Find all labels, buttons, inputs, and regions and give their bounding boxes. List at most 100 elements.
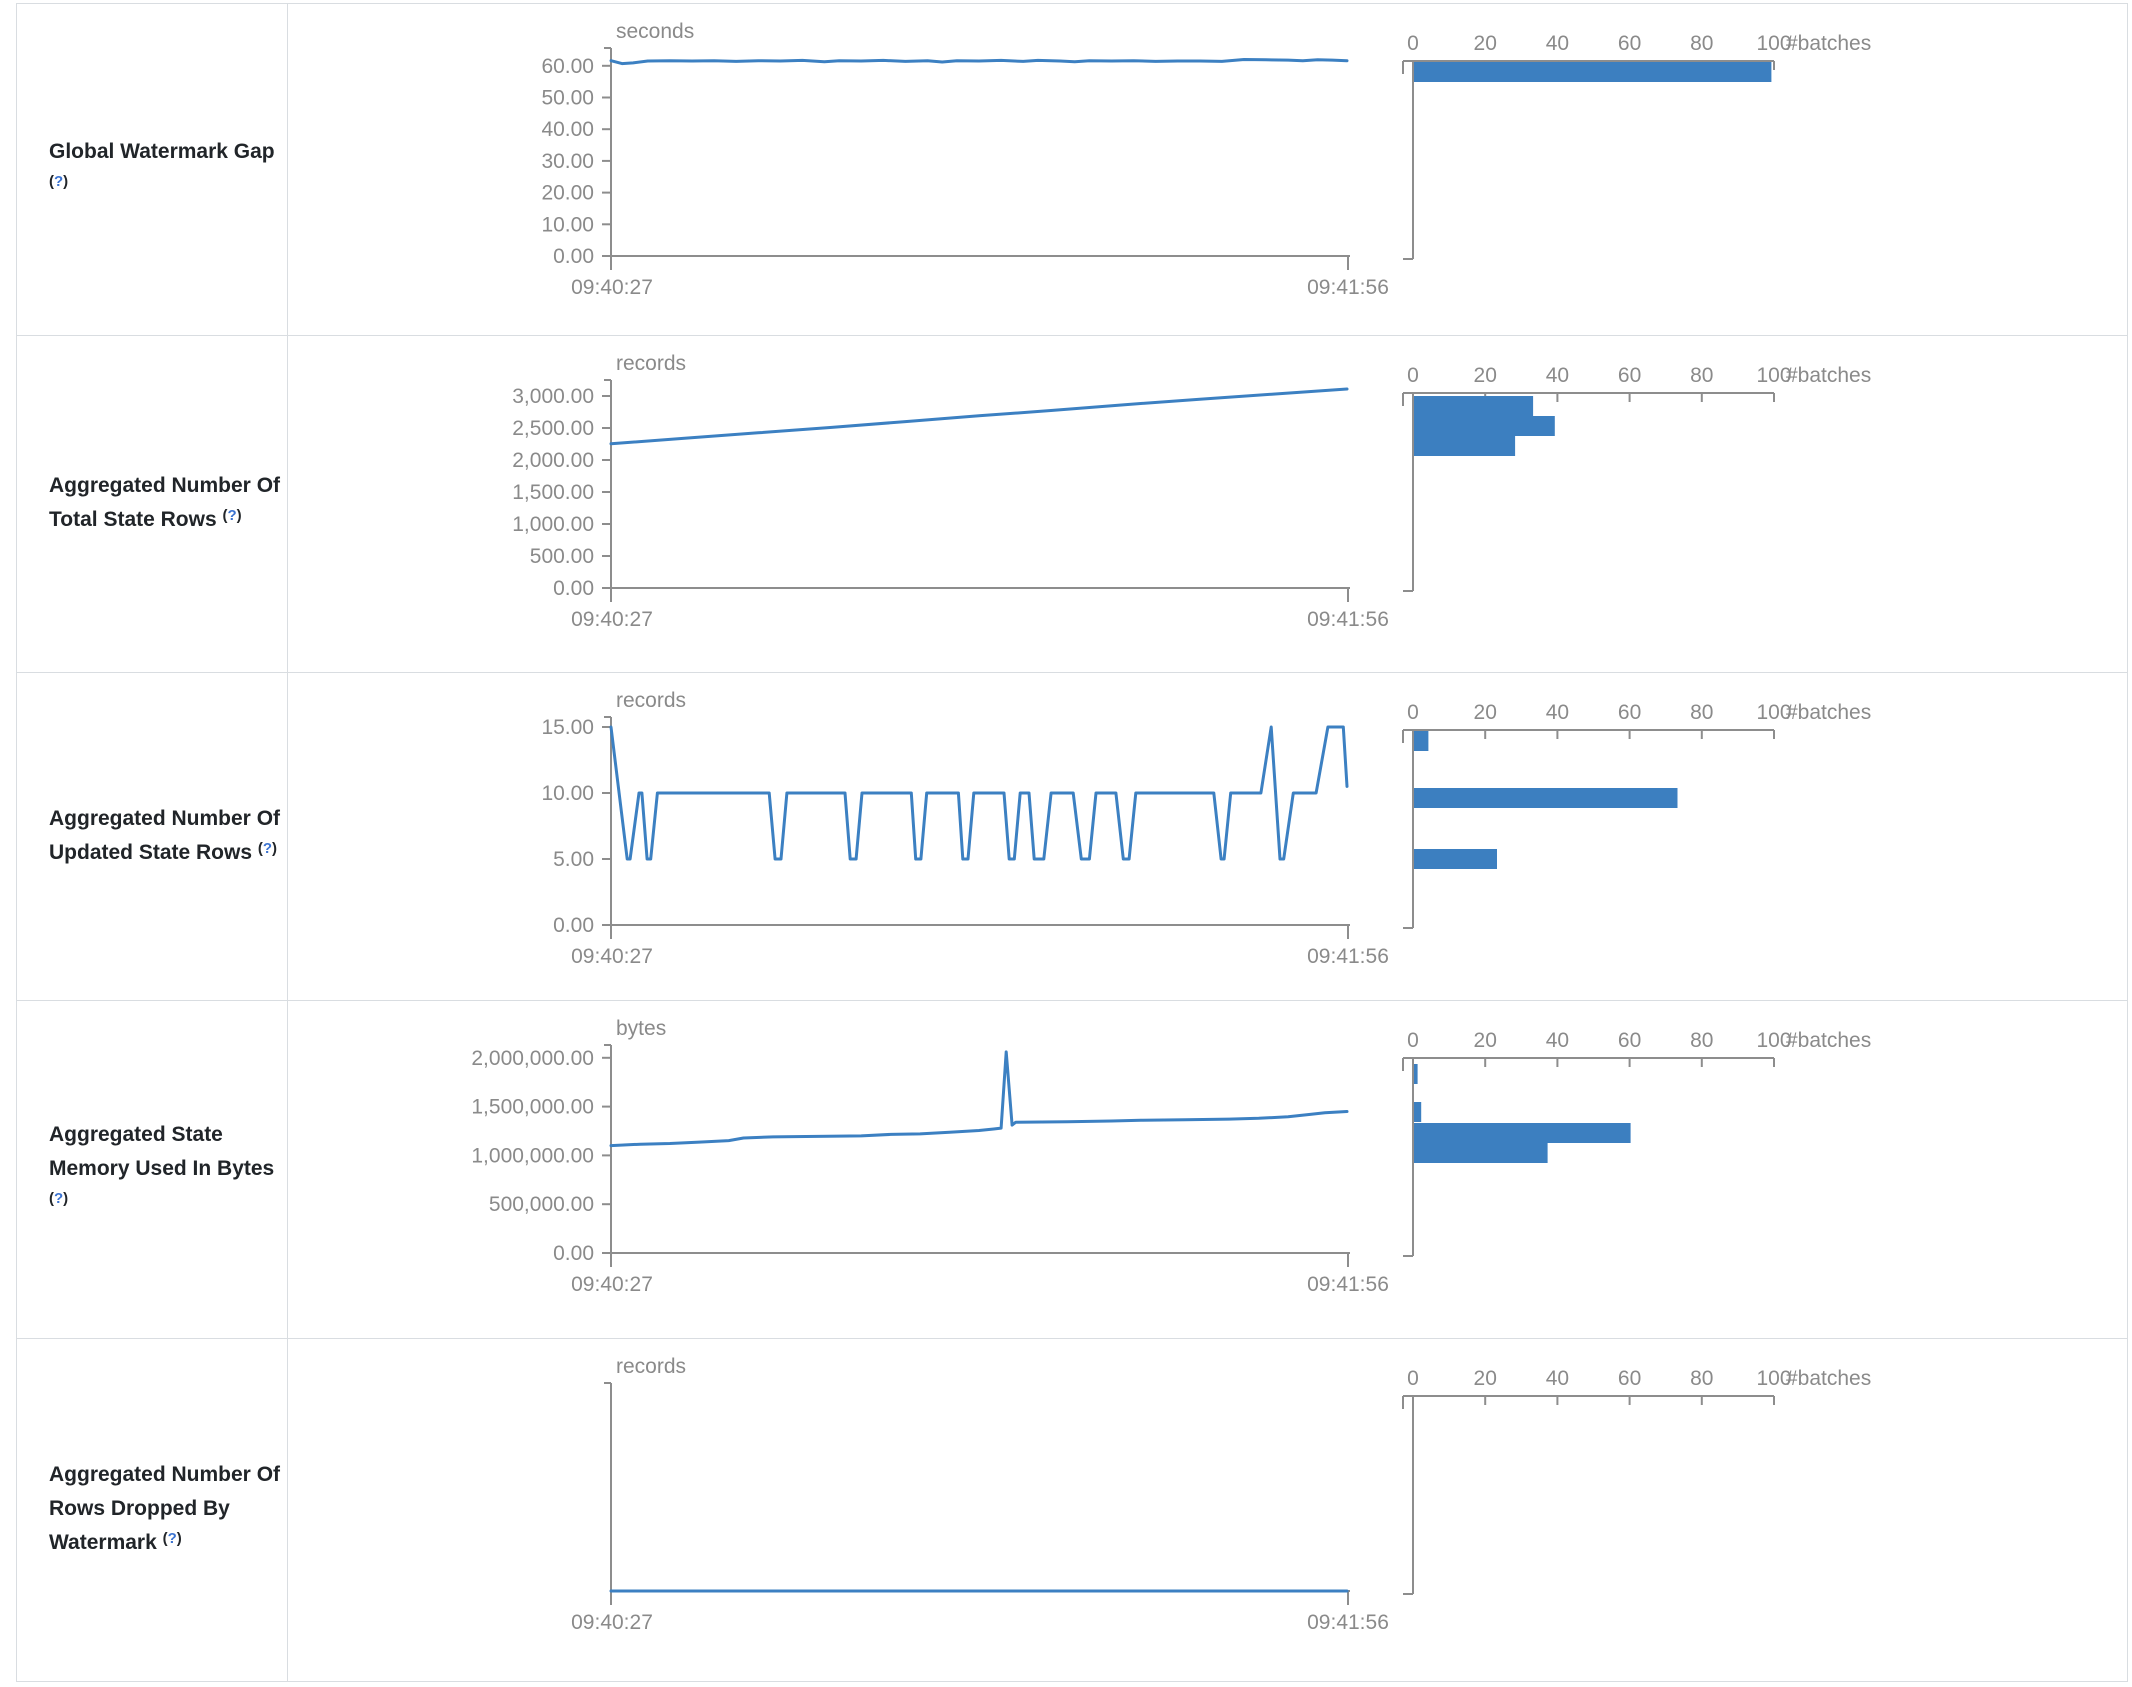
histogram-x-tick-label: 60 bbox=[1618, 32, 1641, 55]
histogram-x-tick-label: 20 bbox=[1474, 1029, 1497, 1052]
histogram-chart: 0 20 40 60 80 100#batches bbox=[1402, 1367, 1871, 1595]
timeline-y-tick-label: 0.00 bbox=[553, 577, 594, 600]
histogram-x-tick-label: 100 bbox=[1756, 1367, 1791, 1390]
metric-title: Aggregated Number Of Total State Rows (?) bbox=[49, 469, 280, 539]
metric-title-line: Aggregated State bbox=[49, 1122, 223, 1146]
metric-title-line: Updated State Rows (?) bbox=[49, 839, 278, 864]
metric-charts-cell: seconds 0.00 10.00 20.00 30.00 40.00 50.00 60.0… bbox=[288, 4, 2128, 335]
histogram-x-tick-label: 80 bbox=[1690, 1029, 1713, 1052]
timeline-y-tick-label: 60.00 bbox=[541, 55, 594, 78]
histogram-bar bbox=[1414, 1123, 1631, 1143]
help-tooltip-link[interactable]: ? bbox=[167, 1530, 177, 1547]
histogram-x-tick-label: 20 bbox=[1474, 701, 1497, 724]
timeline-y-tick-label: 1,500.00 bbox=[512, 481, 594, 504]
histogram-bar bbox=[1414, 731, 1429, 751]
metric-title-line: Aggregated Number Of bbox=[49, 474, 281, 497]
metric-row: Global Watermark Gap (?) seconds 0.00 10.00 2… bbox=[17, 4, 2127, 335]
timeline-chart: records 09:40:27 09:41:56 bbox=[571, 1355, 1389, 1634]
histogram-x-tick-label: 100 bbox=[1756, 1029, 1791, 1052]
metric-title-line: Global Watermark Gap bbox=[49, 139, 275, 163]
metric-row: Aggregated Number Of Total State Rows (?)… bbox=[17, 335, 2127, 672]
help-tooltip: (?) bbox=[162, 1530, 182, 1547]
histogram-unit-label: #batches bbox=[1786, 1029, 1871, 1052]
metric-row: Aggregated State Memory Used In Bytes (?) b… bbox=[17, 1000, 2127, 1338]
histogram-x-tick-label: 40 bbox=[1546, 364, 1569, 387]
timeline-chart: seconds 0.00 10.00 20.00 30.00 40.00 50.00 60.0… bbox=[541, 20, 1388, 299]
timeline-and-histogram-chart: records 0.00 500.00 1,000.00 1,500.00 2,000.0… bbox=[512, 352, 1871, 631]
timeline-chart: records 0.00 5.00 10.00 15.00 09:40:27 09:41:5… bbox=[541, 689, 1388, 968]
timeline-chart: bytes 0.00 500,000.00 1,000,000.00 1,500,000… bbox=[471, 1017, 1389, 1296]
timeline-end-time-label: 09:41:56 bbox=[1307, 945, 1389, 968]
timeline-y-tick-label: 40.00 bbox=[541, 118, 594, 141]
histogram-bar bbox=[1414, 849, 1497, 869]
help-tooltip: (?) bbox=[222, 507, 242, 524]
help-tooltip-link[interactable]: ? bbox=[262, 839, 273, 857]
metric-charts-cell: bytes 0.00 500,000.00 1,000,000.00 1,500,000… bbox=[288, 1001, 2128, 1338]
timeline-y-tick-label: 2,000.00 bbox=[512, 449, 594, 472]
help-tooltip-link[interactable]: ? bbox=[54, 172, 64, 190]
histogram-x-tick-label: 40 bbox=[1546, 32, 1569, 55]
histogram-chart: 0 20 40 60 80 100#batches bbox=[1402, 32, 1871, 260]
timeline-y-tick-label: 10.00 bbox=[541, 782, 594, 805]
timeline-y-tick-label: 0.00 bbox=[553, 245, 594, 268]
histogram-x-tick-label: 40 bbox=[1546, 1367, 1569, 1390]
histogram-x-tick-label: 20 bbox=[1474, 32, 1497, 55]
histogram-chart: 0 20 40 60 80 100#batches bbox=[1402, 364, 1871, 592]
histogram-x-tick-label: 0 bbox=[1407, 1367, 1419, 1390]
timeline-unit-label: records bbox=[616, 689, 686, 712]
histogram-x-tick-label: 0 bbox=[1407, 701, 1419, 724]
metric-title-line: Aggregated Number Of bbox=[49, 806, 281, 830]
metric-title-line: Rows Dropped By bbox=[49, 1497, 230, 1520]
metric-charts-cell: records 0.00 5.00 10.00 15.00 09:40:27 09:41:5… bbox=[288, 673, 2128, 1000]
metric-title-line: Watermark (?) bbox=[49, 1530, 182, 1554]
histogram-x-tick-label: 40 bbox=[1546, 1029, 1569, 1052]
help-tooltip-link[interactable]: ? bbox=[54, 1189, 64, 1207]
metric-charts-cell: records 0.00 500.00 1,000.00 1,500.00 2,000.0… bbox=[288, 336, 2128, 672]
timeline-y-tick-label: 500,000.00 bbox=[489, 1193, 594, 1216]
help-tooltip: (?) bbox=[257, 839, 278, 857]
timeline-y-tick-label: 500.00 bbox=[530, 545, 594, 568]
timeline-and-histogram-chart: records 0.00 5.00 10.00 15.00 09:40:27 09:41:5… bbox=[541, 689, 1871, 968]
histogram-x-tick-label: 100 bbox=[1756, 701, 1791, 724]
metric-title-line: (?) bbox=[49, 169, 275, 205]
timeline-start-time-label: 09:40:27 bbox=[571, 1273, 653, 1296]
histogram-x-tick-label: 40 bbox=[1546, 701, 1569, 724]
histogram-bar bbox=[1414, 788, 1678, 808]
histogram-unit-label: #batches bbox=[1786, 364, 1871, 387]
histogram-x-tick-label: 0 bbox=[1407, 1029, 1419, 1052]
histogram-bar bbox=[1414, 1102, 1422, 1122]
timeline-y-tick-label: 0.00 bbox=[553, 914, 594, 937]
timeline-unit-label: records bbox=[616, 1355, 686, 1378]
timeline-and-histogram-chart: seconds 0.00 10.00 20.00 30.00 40.00 50.00 60.0… bbox=[541, 20, 1871, 299]
timeline-y-tick-label: 5.00 bbox=[553, 848, 594, 871]
timeline-data-line bbox=[609, 387, 1349, 446]
timeline-end-time-label: 09:41:56 bbox=[1307, 276, 1389, 299]
histogram-unit-label: #batches bbox=[1786, 1367, 1871, 1390]
histogram-x-tick-label: 100 bbox=[1756, 364, 1791, 387]
metric-title: Aggregated Number Of Rows Dropped By Water… bbox=[49, 1458, 280, 1562]
timeline-start-time-label: 09:40:27 bbox=[571, 1611, 653, 1634]
metric-title-line: Total State Rows (?) bbox=[49, 507, 242, 531]
metric-label-cell: Aggregated Number Of Total State Rows (?) bbox=[17, 336, 288, 672]
histogram-chart: 0 20 40 60 80 100#batches bbox=[1402, 701, 1871, 929]
histogram-x-tick-label: 20 bbox=[1474, 1367, 1497, 1390]
timeline-unit-label: bytes bbox=[616, 1017, 666, 1040]
timeline-data-line bbox=[609, 58, 1349, 66]
histogram-x-tick-label: 60 bbox=[1618, 1029, 1641, 1052]
timeline-data-line bbox=[609, 1050, 1349, 1148]
histogram-x-tick-label: 80 bbox=[1690, 364, 1713, 387]
histogram-bar bbox=[1414, 416, 1555, 436]
timeline-y-tick-label: 50.00 bbox=[541, 87, 594, 110]
histogram-x-tick-label: 80 bbox=[1690, 32, 1713, 55]
histogram-bar bbox=[1414, 1064, 1418, 1084]
timeline-y-tick-label: 0.00 bbox=[553, 1242, 594, 1265]
metric-title: Aggregated State Memory Used In Bytes (?) bbox=[49, 1118, 274, 1222]
timeline-and-histogram-chart: bytes 0.00 500,000.00 1,000,000.00 1,500,000… bbox=[471, 1017, 1871, 1296]
timeline-y-tick-label: 1,000.00 bbox=[512, 513, 594, 536]
metric-title-line: (?) bbox=[49, 1186, 274, 1222]
help-tooltip-link[interactable]: ? bbox=[227, 507, 237, 524]
metric-label-cell: Aggregated Number Of Rows Dropped By Water… bbox=[17, 1339, 288, 1681]
timeline-end-time-label: 09:41:56 bbox=[1307, 1611, 1389, 1634]
histogram-x-tick-label: 0 bbox=[1407, 32, 1419, 55]
streaming-statistics-table: Global Watermark Gap (?) seconds 0.00 10.00 2… bbox=[16, 3, 2128, 1682]
